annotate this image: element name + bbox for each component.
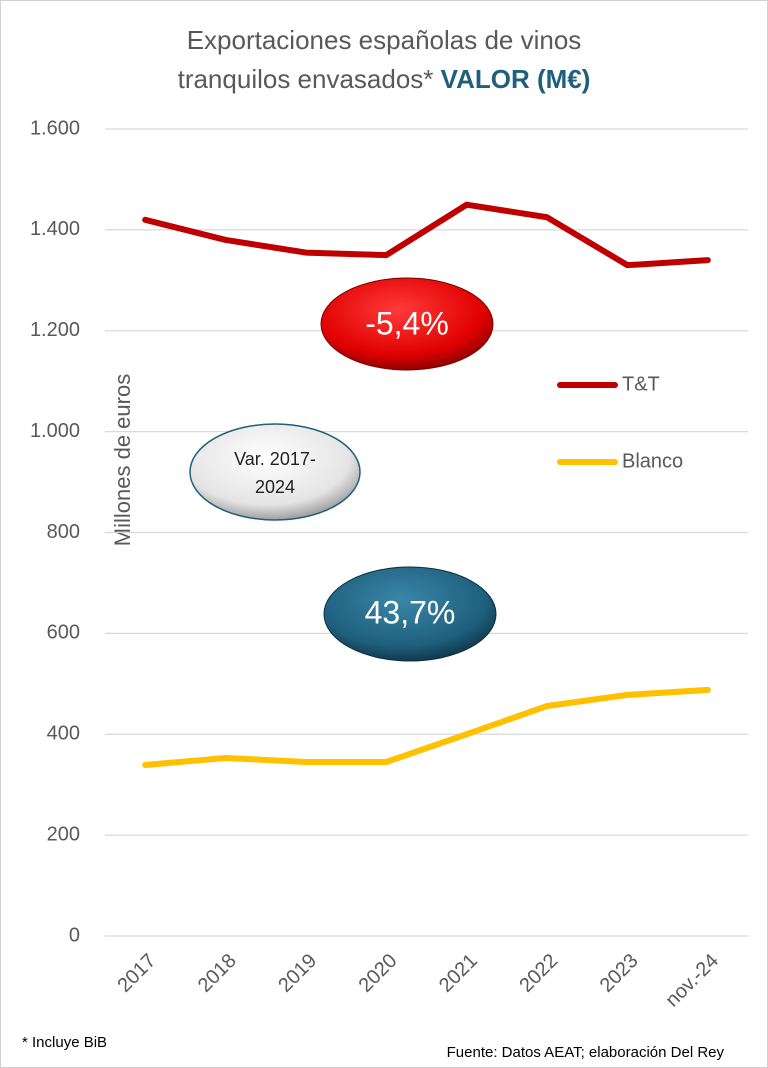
y-axis-label: Millones de euros (110, 374, 135, 546)
annotation: Var. 2017- (234, 449, 316, 469)
footnote: * Incluye BiB (22, 1034, 107, 1051)
badge (189, 423, 361, 521)
chart-title: tranquilos envasados* VALOR (M€) (178, 64, 591, 94)
source: Fuente: Datos AEAT; elaboración Del Rey (447, 1044, 725, 1061)
y-tick-label: 1.000 (30, 420, 80, 442)
annotation: -5,4% (365, 305, 449, 341)
legend-label: T&T (622, 373, 660, 395)
annotation: 2024 (255, 477, 295, 497)
badge (320, 277, 494, 371)
y-tick-label: 200 (47, 823, 80, 845)
badge (323, 566, 497, 662)
y-tick-label: 1.200 (30, 319, 80, 341)
y-tick-label: 600 (47, 622, 80, 644)
title-line: tranquilos envasados* (178, 64, 434, 94)
y-tick-label: 1.600 (30, 117, 80, 139)
y-tick-label: 800 (47, 521, 80, 543)
legend-label: Blanco (622, 450, 683, 472)
title-highlight: VALOR (M€) (441, 64, 591, 94)
series-line (142, 201, 711, 269)
annotation: 43,7% (365, 594, 456, 630)
y-tick-label: 400 (47, 723, 80, 745)
y-tick-label: 1.400 (30, 218, 80, 240)
y-tick-label: 0 (69, 924, 80, 946)
chart-title: Exportaciones españolas de vinos (187, 25, 582, 55)
series-line (142, 686, 711, 769)
